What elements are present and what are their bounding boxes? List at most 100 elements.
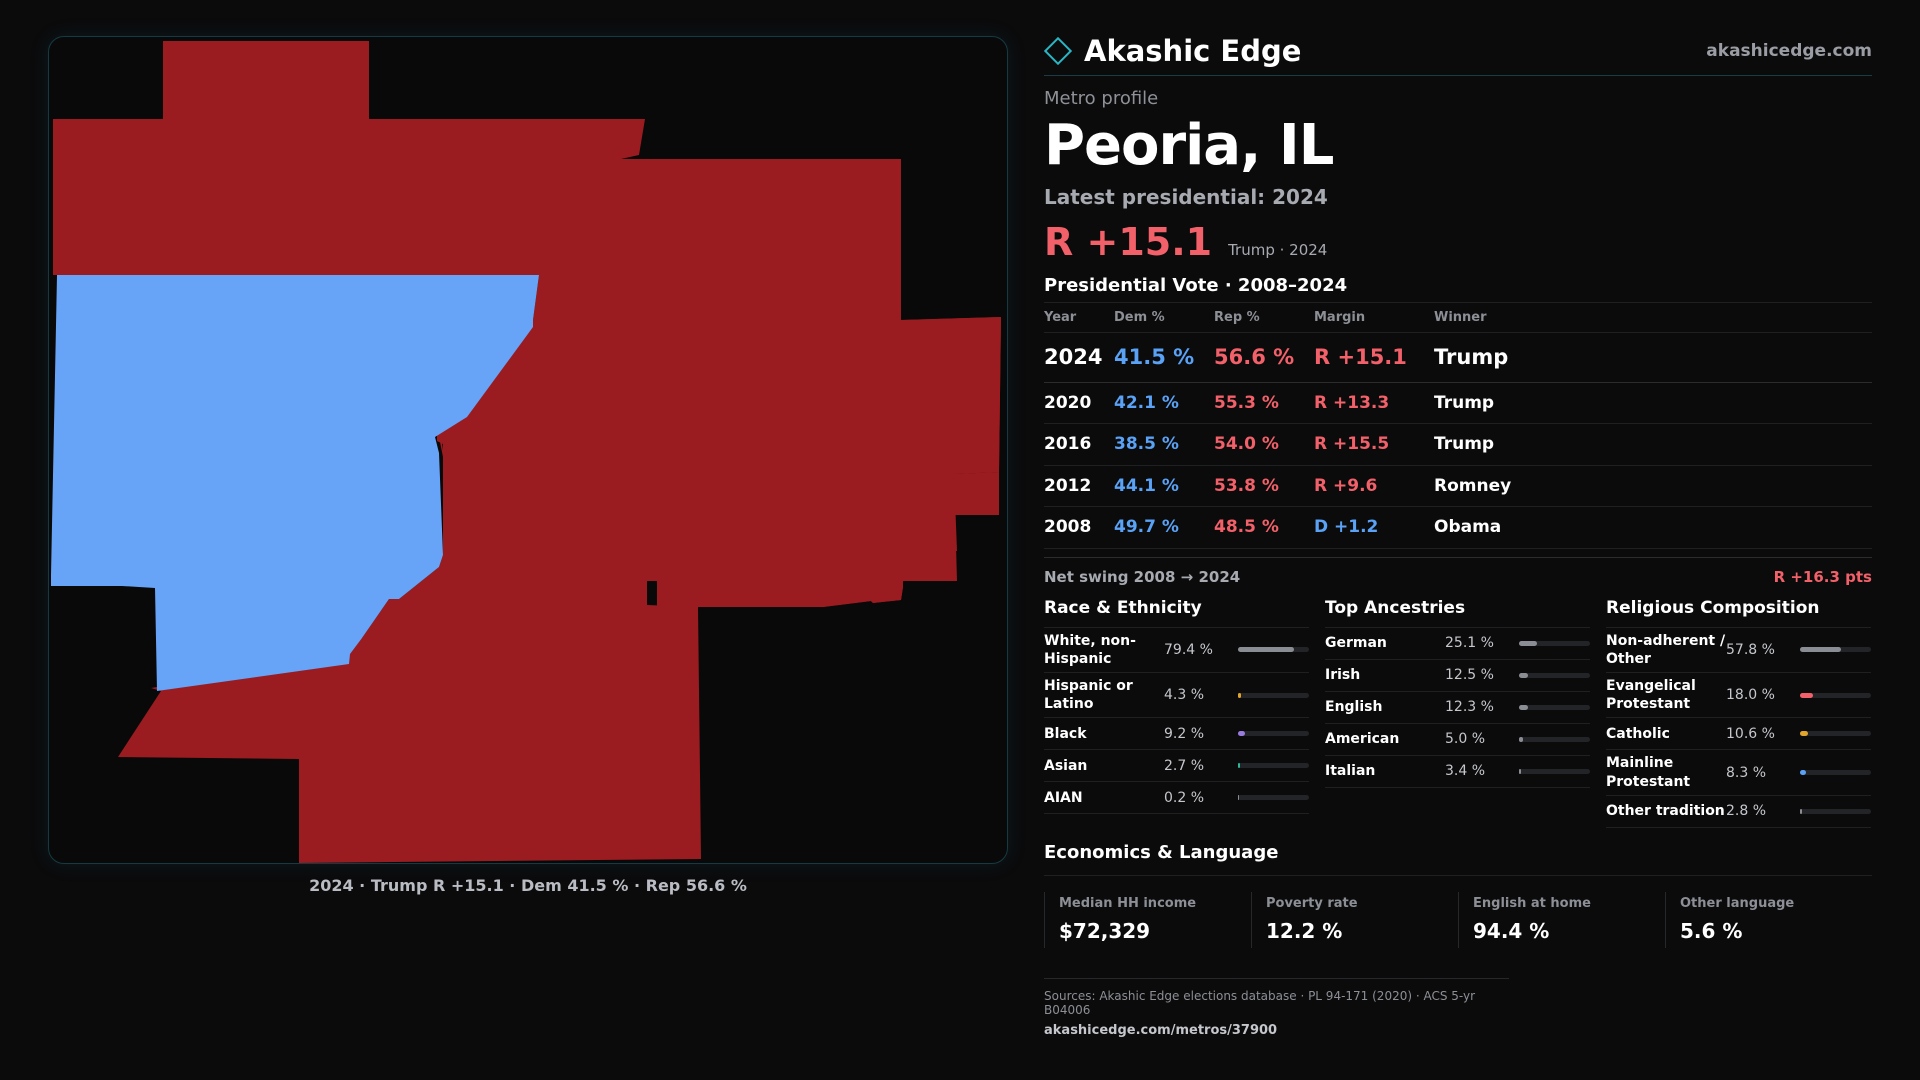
bar-track [1519, 768, 1590, 774]
footer-url-link[interactable]: akashicedge.com/metros/37900 [1044, 1022, 1278, 1038]
item-label: English [1325, 699, 1383, 715]
vote-section-title: Presidential Vote · 2008–2024 [1044, 274, 1348, 296]
item-label: Hispanic or Latino [1044, 677, 1133, 713]
bar-fill [1800, 731, 1808, 737]
diamond-icon [1043, 36, 1073, 65]
stat-label: Median HH income [1059, 895, 1197, 911]
net-swing-value: R +16.3 pts [1773, 567, 1872, 586]
header-winner: Winner [1434, 302, 1872, 333]
vote-table-header: Year Dem % Rep % Margin Winner [1044, 302, 1872, 333]
cell-margin: R +15.1 [1314, 332, 1434, 383]
bar-fill [1800, 647, 1842, 653]
bar-fill [1800, 770, 1806, 776]
item-value: 8.3 % [1726, 764, 1767, 781]
cell-rep: 55.3 % [1214, 382, 1314, 425]
bar-fill [1238, 692, 1242, 698]
cell-rep: 53.8 % [1214, 465, 1314, 508]
item-label: Irish [1325, 667, 1361, 683]
list-item: Italian 3.4 % [1325, 756, 1590, 788]
item-value: 3.4 % [1445, 763, 1486, 780]
stat-value: 12.2 % [1266, 918, 1343, 943]
bar-fill [1519, 704, 1528, 710]
bar-fill [1519, 736, 1523, 742]
latest-presidential-label: Latest presidential: 2024 [1044, 184, 1328, 209]
county-south-east[interactable] [443, 472, 999, 607]
ancestries-title: Top Ancestries [1325, 598, 1590, 628]
table-row: 2016 38.5 % 54.0 % R +15.5 Trump [1044, 423, 1872, 466]
item-label: Italian [1325, 763, 1376, 779]
county-west[interactable] [51, 275, 539, 691]
stat-value: 5.6 % [1680, 918, 1743, 943]
header-dem: Dem % [1114, 302, 1214, 333]
cell-winner: Trump [1434, 382, 1872, 425]
bar-track [1238, 795, 1309, 801]
bar-track [1519, 640, 1590, 646]
demographics: Race & Ethnicity White, non-Hispanic 79.4… [1044, 598, 1872, 828]
item-label: Asian [1044, 757, 1088, 774]
item-value: 9.2 % [1164, 725, 1205, 742]
table-row: 2024 41.5 % 56.6 % R +15.1 Trump [1044, 332, 1872, 383]
headline-margin: R +15.1 [1044, 219, 1213, 264]
item-value: 12.5 % [1445, 667, 1494, 684]
footer: Sources: Akashic Edge elections database… [1044, 977, 1509, 1038]
page-eyebrow: Metro profile [1044, 88, 1159, 109]
item-label: AIAN [1044, 789, 1083, 806]
list-item: AIAN 0.2 % [1044, 782, 1309, 815]
bar-track [1519, 704, 1590, 710]
ancestries-section: Top Ancestries German 25.1 % Irish 12.5 % En… [1325, 598, 1590, 828]
brand-url-link[interactable]: akashicedge.com [1706, 40, 1872, 61]
stat-english-at-home: English at home 94.4 % [1458, 891, 1665, 948]
cell-year: 2020 [1044, 382, 1114, 425]
cell-margin: R +9.6 [1314, 465, 1434, 508]
bar-track [1800, 808, 1871, 814]
item-value: 4.3 % [1164, 687, 1205, 704]
bar-fill [1519, 672, 1528, 678]
bar-track [1238, 763, 1309, 769]
item-value: 5.0 % [1445, 731, 1486, 748]
bar-track [1800, 692, 1871, 698]
bar-track [1238, 647, 1309, 653]
item-label: American [1325, 731, 1400, 747]
list-item: Evangelical Protestant 18.0 % [1606, 673, 1871, 719]
bar-fill [1519, 768, 1522, 774]
list-item: American 5.0 % [1325, 724, 1590, 756]
page-title: Peoria, IL [1044, 113, 1334, 178]
item-value: 2.8 % [1726, 803, 1767, 820]
cell-dem: 38.5 % [1114, 423, 1214, 466]
cell-dem: 49.7 % [1114, 506, 1214, 549]
stat-label: Poverty rate [1266, 895, 1358, 911]
county-north-east[interactable] [369, 119, 901, 320]
cell-margin: D +1.2 [1314, 506, 1434, 549]
headline-margin-row: R +15.1 Trump · 2024 [1044, 223, 1872, 261]
item-value: 0.2 % [1164, 789, 1205, 806]
list-item: German 25.1 % [1325, 628, 1590, 660]
cell-winner: Trump [1434, 332, 1872, 383]
bar-fill [1800, 808, 1802, 814]
stat-label: Other language [1680, 895, 1795, 911]
bar-fill [1238, 731, 1245, 737]
cell-year: 2016 [1044, 423, 1114, 466]
net-swing-row: Net swing 2008 → 2024 R +16.3 pts [1044, 556, 1872, 586]
county-map[interactable] [48, 36, 1008, 864]
county-south[interactable] [118, 476, 701, 863]
list-item: Hispanic or Latino 4.3 % [1044, 673, 1309, 719]
race-ethnicity-section: Race & Ethnicity White, non-Hispanic 79.4… [1044, 598, 1309, 828]
cell-winner: Romney [1434, 465, 1872, 508]
item-value: 2.7 % [1164, 757, 1205, 774]
cell-rep: 54.0 % [1214, 423, 1314, 466]
cell-dem: 44.1 % [1114, 465, 1214, 508]
header-margin: Margin [1314, 302, 1434, 333]
bar-track [1800, 647, 1871, 653]
bar-track [1519, 672, 1590, 678]
bar-track [1800, 731, 1871, 737]
brand[interactable]: Akashic Edge [1043, 34, 1301, 68]
county-north-west[interactable] [53, 41, 371, 275]
net-swing-label: Net swing 2008 → 2024 [1044, 567, 1241, 586]
cell-rep: 48.5 % [1214, 506, 1314, 549]
list-item: White, non-Hispanic 79.4 % [1044, 628, 1309, 673]
county-central-east-body [435, 317, 1001, 607]
item-value: 10.6 % [1726, 725, 1775, 742]
item-value: 79.4 % [1164, 641, 1213, 658]
cell-winner: Obama [1434, 506, 1872, 549]
stat-poverty-rate: Poverty rate 12.2 % [1251, 891, 1458, 948]
